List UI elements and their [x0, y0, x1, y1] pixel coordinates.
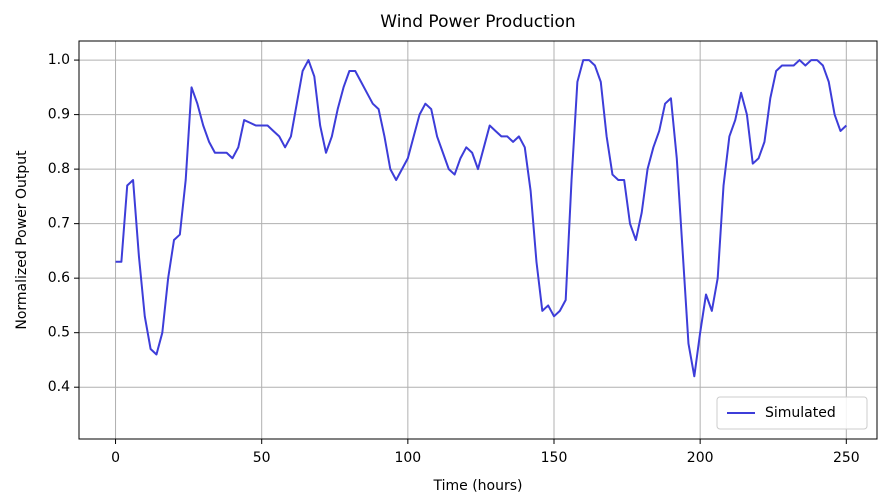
y-tick-label: 0.9	[48, 107, 70, 123]
x-tick-label: 100	[394, 450, 421, 466]
plot-frame	[78, 40, 878, 440]
y-tick-label: 0.4	[48, 379, 70, 395]
y-tick-label: 0.5	[48, 325, 70, 341]
x-axis-label: Time (hours)	[433, 478, 523, 494]
x-tick-label: 150	[541, 450, 568, 466]
y-tick-label: 1.0	[48, 52, 70, 68]
y-tick-label: 0.7	[48, 216, 70, 232]
y-tick-label: 0.6	[48, 270, 70, 286]
y-axis-label: Normalized Power Output	[14, 150, 30, 330]
data-line	[115, 59, 847, 378]
x-tick-label: 50	[253, 450, 271, 466]
x-tick-label: 200	[687, 450, 714, 466]
x-tick-label: 250	[833, 450, 860, 466]
legend-box	[716, 396, 868, 430]
legend-label: Simulated	[765, 405, 836, 421]
x-tick-label: 0	[111, 450, 120, 466]
y-tick-label: 0.8	[48, 161, 70, 177]
chart-title: Wind Power Production	[380, 12, 575, 32]
